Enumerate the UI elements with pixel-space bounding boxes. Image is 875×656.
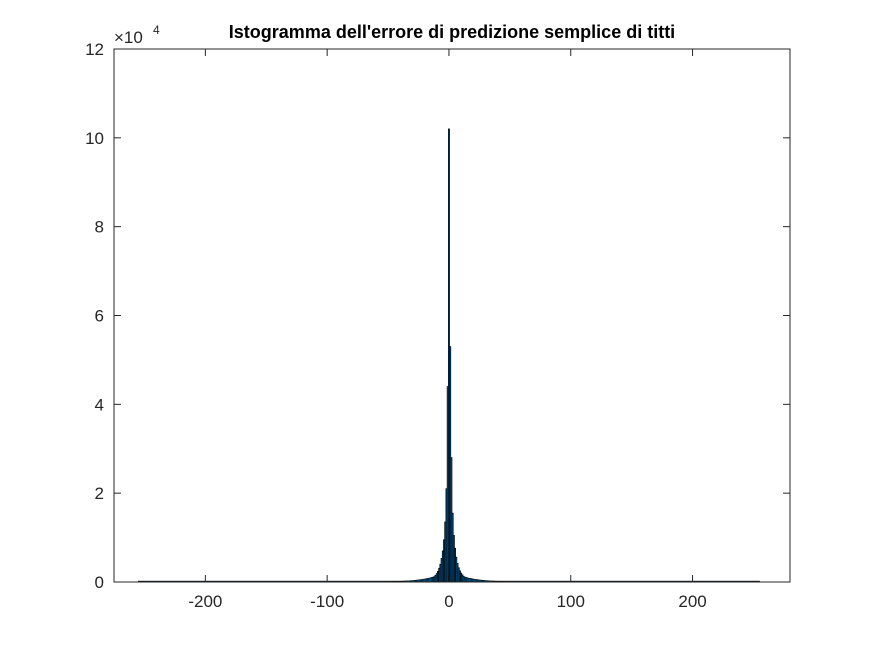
y-tick-label: 4 — [95, 395, 104, 414]
x-tick-label: -100 — [310, 592, 344, 611]
x-ticks-group: -200 -100 0 100 200 — [188, 49, 707, 611]
y-tick-label: 12 — [85, 40, 104, 59]
y-tick-label: 6 — [95, 307, 104, 326]
y-ticks-group: 0 2 4 6 8 10 12 — [85, 40, 790, 592]
y-tick-label: 8 — [95, 218, 104, 237]
y-tick-label: 2 — [95, 484, 104, 503]
y-exponent: 4 — [153, 23, 160, 37]
x-tick-label: 200 — [678, 592, 706, 611]
x-tick-label: 0 — [444, 592, 453, 611]
y-exponent-prefix: ×10 — [114, 28, 143, 47]
histogram-bar — [462, 575, 465, 583]
chart-title: Istogramma dell'errore di predizione sem… — [229, 22, 675, 42]
y-tick-label: 10 — [85, 129, 104, 148]
x-tick-label: 100 — [557, 592, 585, 611]
y-tick-label: 0 — [95, 573, 104, 592]
x-tick-label: -200 — [188, 592, 222, 611]
